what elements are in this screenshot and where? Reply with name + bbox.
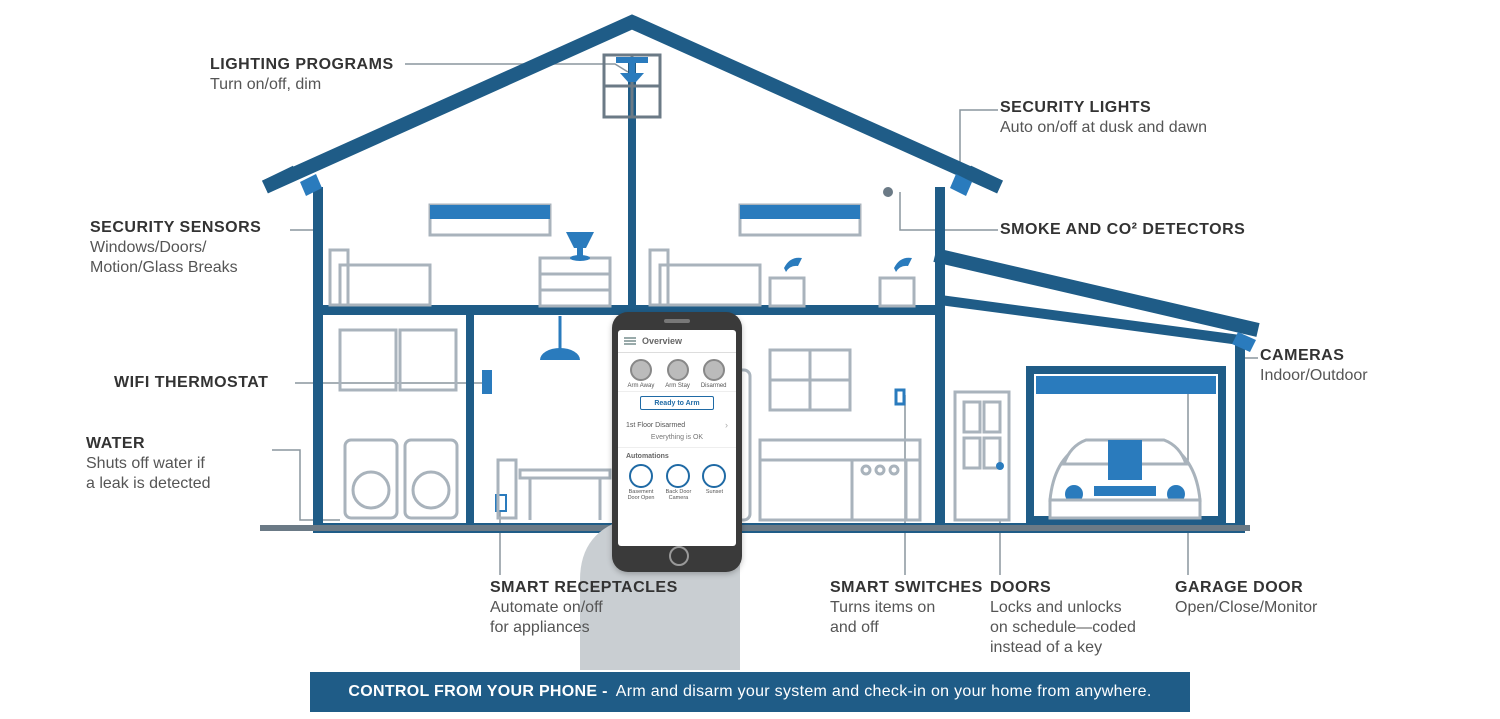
laundry-room — [340, 330, 457, 518]
automation-basement-door[interactable]: BasementDoor Open — [628, 464, 655, 502]
callout-water: WATER Shuts off water ifa leak is detect… — [86, 434, 211, 494]
mode-arm-away[interactable]: Arm Away — [627, 359, 654, 389]
phone-speaker — [664, 319, 690, 323]
floor-status-row[interactable]: 1st Floor Disarmed › — [618, 416, 736, 434]
callout-security-lights: SECURITY LIGHTS Auto on/off at dusk and … — [1000, 98, 1207, 138]
hamburger-icon[interactable] — [624, 337, 636, 345]
automation-sunset[interactable]: Sunset — [702, 464, 726, 502]
callout-title: WATER — [86, 434, 211, 454]
callout-security-sensors: SECURITY SENSORS Windows/Doors/Motion/Gl… — [90, 218, 261, 278]
callout-title: SMART RECEPTACLES — [490, 578, 678, 598]
thermostat-icon — [482, 370, 492, 394]
door-lock-icon — [996, 462, 1004, 470]
callout-title: SECURITY SENSORS — [90, 218, 261, 238]
callout-desc: Indoor/Outdoor — [1260, 366, 1368, 386]
garage-interior — [955, 370, 1222, 520]
callout-desc: Shuts off water ifa leak is detected — [86, 454, 211, 494]
phone-screen: Overview Arm Away Arm Stay Disarmed Read… — [618, 330, 736, 546]
callout-title: SMART SWITCHES — [830, 578, 983, 598]
callout-garage-door: GARAGE DOOR Open/Close/Monitor — [1175, 578, 1317, 618]
automations-header: Automations — [618, 448, 736, 462]
callout-title: SMOKE AND CO² DETECTORS — [1000, 220, 1245, 240]
status-subtext: Everything is OK — [618, 434, 736, 448]
callout-title: DOORS — [990, 578, 1136, 598]
callout-desc: Turns items onand off — [830, 598, 983, 638]
callout-doors: DOORS Locks and unlockson schedule—coded… — [990, 578, 1136, 658]
phone-home-button[interactable] — [669, 546, 689, 566]
footer-banner: CONTROL FROM YOUR PHONE - Arm and disarm… — [310, 672, 1190, 712]
smoke-detector-icon — [883, 187, 893, 197]
screen-title: Overview — [642, 336, 682, 346]
callout-smoke-detectors: SMOKE AND CO² DETECTORS — [1000, 220, 1245, 240]
callout-title: GARAGE DOOR — [1175, 578, 1317, 598]
arm-mode-row: Arm Away Arm Stay Disarmed — [618, 353, 736, 392]
phone-mockup: Overview Arm Away Arm Stay Disarmed Read… — [612, 312, 742, 572]
callout-desc: Windows/Doors/Motion/Glass Breaks — [90, 238, 261, 278]
callout-smart-switches: SMART SWITCHES Turns items onand off — [830, 578, 983, 638]
mode-disarmed[interactable]: Disarmed — [701, 359, 727, 389]
automation-back-door-camera[interactable]: Back DoorCamera — [666, 464, 692, 502]
chevron-right-icon: › — [725, 420, 728, 430]
callout-title: LIGHTING PROGRAMS — [210, 55, 394, 75]
desk-lamp-icon — [784, 258, 912, 272]
footer-text: Arm and disarm your system and check-in … — [616, 683, 1152, 701]
callout-desc: Auto on/off at dusk and dawn — [1000, 118, 1207, 138]
attic-light-icon — [616, 57, 648, 82]
bedroom-right — [650, 205, 914, 306]
callout-title: WIFI THERMOSTAT — [114, 373, 268, 393]
callout-cameras: CAMERAS Indoor/Outdoor — [1260, 346, 1368, 386]
bedroom-left — [330, 205, 610, 306]
callout-lighting: LIGHTING PROGRAMS Turn on/off, dim — [210, 55, 394, 95]
callout-title: SECURITY LIGHTS — [1000, 98, 1207, 118]
footer-bold: CONTROL FROM YOUR PHONE - — [348, 683, 607, 701]
callout-desc: Automate on/offfor appliances — [490, 598, 678, 638]
callout-desc: Turn on/off, dim — [210, 75, 394, 95]
infographic-stage: Overview Arm Away Arm Stay Disarmed Read… — [0, 0, 1500, 719]
callout-desc: Open/Close/Monitor — [1175, 598, 1317, 618]
mode-arm-stay[interactable]: Arm Stay — [665, 359, 690, 389]
callout-desc: Locks and unlockson schedule—codedinstea… — [990, 598, 1136, 658]
callout-title: CAMERAS — [1260, 346, 1368, 366]
car-icon — [1050, 440, 1200, 518]
callout-smart-receptacles: SMART RECEPTACLES Automate on/offfor app… — [490, 578, 678, 638]
callout-wifi-thermostat: WIFI THERMOSTAT — [114, 373, 268, 393]
automations-row: BasementDoor Open Back DoorCamera Sunset — [618, 462, 736, 508]
ready-to-arm-pill[interactable]: Ready to Arm — [640, 396, 714, 410]
phone-screen-header: Overview — [618, 330, 736, 353]
floor-status-label: 1st Floor Disarmed — [626, 422, 685, 429]
